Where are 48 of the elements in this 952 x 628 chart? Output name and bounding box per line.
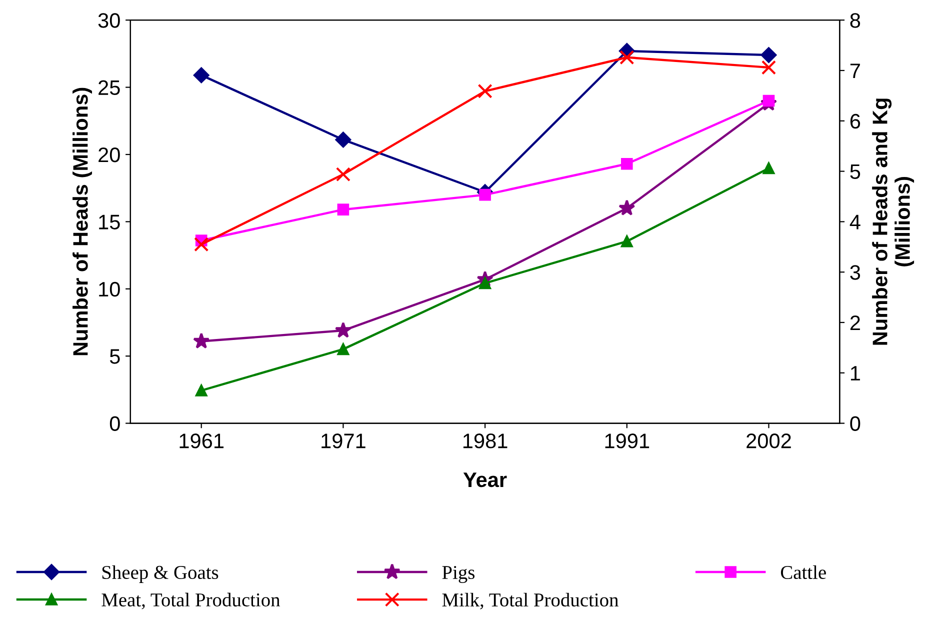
point bbox=[620, 158, 633, 170]
y2-tick-label: 2 bbox=[850, 315, 860, 330]
point bbox=[762, 94, 775, 107]
y2-tick-label: 4 bbox=[850, 214, 860, 230]
legend-label: Milk, Total Production bbox=[442, 592, 618, 610]
point bbox=[620, 235, 633, 248]
point bbox=[618, 200, 636, 216]
y2-tick-label: 7 bbox=[850, 64, 860, 78]
y2-tick-label: 5 bbox=[850, 164, 860, 180]
point bbox=[195, 384, 208, 396]
y2-axis-title: Number of Heads and Kg (Millions) bbox=[872, 98, 914, 345]
y2-tick-label: 1 bbox=[850, 366, 860, 380]
y-axis-title: Number of Heads (Millions) bbox=[72, 88, 92, 356]
point bbox=[479, 188, 491, 201]
y-tick-label: 0 bbox=[110, 416, 120, 432]
x-tick-label: 2002 bbox=[746, 434, 791, 448]
point bbox=[334, 322, 352, 338]
x-tick-label: 1981 bbox=[463, 434, 508, 448]
legend-label: Cattle bbox=[780, 565, 826, 580]
point bbox=[478, 84, 492, 98]
y-tick-label: 20 bbox=[98, 147, 120, 162]
y-tick-label: 30 bbox=[98, 13, 120, 28]
y-tick-label: 5 bbox=[110, 349, 120, 364]
x-tick-label: 1991 bbox=[605, 434, 650, 448]
point bbox=[337, 343, 350, 356]
y2-tick-label: 0 bbox=[850, 416, 860, 432]
point bbox=[337, 204, 350, 216]
y-tick-label: 25 bbox=[98, 80, 120, 96]
point bbox=[761, 60, 776, 75]
y-tick-label: 15 bbox=[99, 214, 120, 230]
point bbox=[193, 67, 210, 84]
point bbox=[335, 132, 352, 148]
y-tick-label: 10 bbox=[99, 282, 120, 297]
point bbox=[620, 50, 634, 65]
y2-tick-label: 3 bbox=[850, 265, 860, 280]
legend-label: Meat, Total Production bbox=[102, 592, 280, 610]
x-axis-title: Year bbox=[463, 472, 507, 488]
x-tick-label: 1961 bbox=[180, 434, 224, 448]
point bbox=[762, 162, 775, 174]
y2-tick-label: 6 bbox=[850, 114, 860, 129]
point bbox=[193, 332, 210, 349]
y2-tick-label: 8 bbox=[850, 13, 860, 28]
x-tick-label: 1971 bbox=[322, 434, 366, 448]
legend-label: Pigs bbox=[442, 566, 475, 584]
legend-label: Sheep & Goats bbox=[102, 565, 218, 583]
point bbox=[194, 237, 209, 252]
point bbox=[336, 167, 350, 182]
point bbox=[760, 47, 777, 63]
